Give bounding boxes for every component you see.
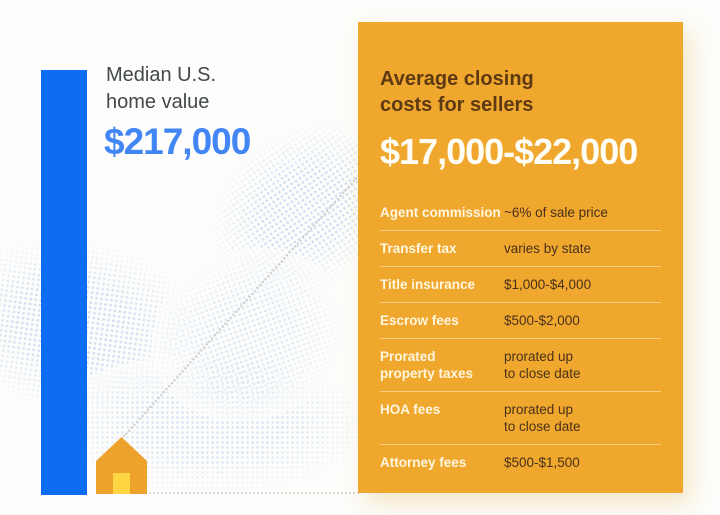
panel-title-line2: costs for sellers [380, 94, 534, 116]
fee-label: Transfer tax [380, 241, 457, 256]
fee-value: prorated up to close date [504, 349, 581, 381]
fee-row: Title insurance $1,000-$4,000 [380, 266, 661, 302]
closing-costs-range: $17,000-$22,000 [380, 131, 638, 172]
median-home-value: $217,000 [104, 121, 251, 162]
fee-label: Escrow fees [380, 313, 459, 328]
fee-value: varies by state [504, 241, 592, 256]
fee-value: $500-$1,500 [504, 455, 580, 470]
fee-label: HOA fees [380, 402, 441, 417]
fees-table: Agent commission ~6% of sale price Transfe… [380, 195, 661, 480]
fee-row: Escrow fees $500-$2,000 [380, 302, 661, 338]
fee-row: Prorated property taxes prorated up to clos… [380, 338, 661, 391]
panel-title: Average closing costs for sellers [380, 66, 661, 118]
fee-row: Attorney fees $500-$1,500 [380, 444, 661, 480]
median-home-label-line2: home value [106, 91, 210, 113]
fee-row: Agent commission ~6% of sale price [380, 195, 661, 230]
fee-value: $500-$2,000 [504, 313, 580, 328]
fee-label: Attorney fees [380, 455, 467, 470]
closing-costs-panel: Average closing costs for sellers $17,00… [358, 22, 683, 493]
fee-label: Prorated property taxes [380, 349, 474, 381]
median-home-label: Median U.S. home value [106, 62, 216, 116]
fee-row: HOA fees prorated up to close date [380, 391, 661, 444]
fee-value: ~6% of sale price [504, 205, 608, 220]
fee-row: Transfer tax varies by state [380, 230, 661, 266]
house-door [113, 473, 130, 494]
fee-label: Title insurance [380, 277, 476, 292]
fee-value: prorated up to close date [504, 402, 581, 434]
median-home-value-bar [41, 70, 87, 495]
panel-title-line1: Average closing [380, 68, 534, 90]
fee-label: Agent commission [380, 205, 501, 220]
median-home-label-line1: Median U.S. [106, 64, 217, 86]
baseline-dotted-line [149, 492, 359, 494]
fee-value: $1,000-$4,000 [504, 277, 592, 292]
